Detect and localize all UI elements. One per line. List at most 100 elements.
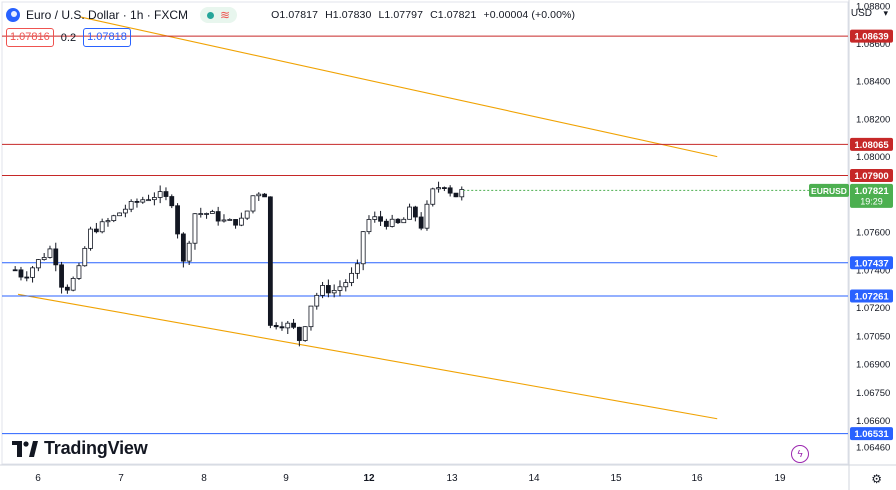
buy-button[interactable]: 1.07818 [83, 28, 131, 47]
candle [302, 326, 308, 342]
candle [76, 262, 82, 280]
candle [262, 193, 267, 198]
y-tick-label: 1.07400 [856, 265, 890, 276]
candle-body [441, 187, 447, 189]
candle-body [24, 276, 30, 279]
candle-body [453, 192, 459, 198]
candle-body [337, 286, 343, 291]
settings-gear-icon[interactable]: ⚙ [871, 472, 882, 486]
y-tick-label: 1.08000 [856, 152, 890, 163]
candle [24, 271, 30, 282]
symbol-header: Euro / U.S. Dollar · 1h · FXCM ≋ O1.0781… [6, 6, 579, 24]
candle [354, 259, 360, 279]
candle-body [273, 325, 279, 328]
candle-body [209, 211, 215, 214]
level-label: 1.06531 [854, 429, 889, 440]
candle [186, 240, 192, 266]
candle-body [320, 285, 325, 296]
chevron-down-icon[interactable]: ▾ [883, 8, 888, 18]
candle [279, 321, 285, 331]
candle [82, 246, 88, 267]
candle [128, 199, 134, 213]
candle [401, 217, 407, 224]
y-tick-label: 1.06460 [856, 443, 890, 454]
tradingview-mark-icon [12, 440, 38, 457]
level-label: 1.08639 [854, 32, 888, 43]
candle [146, 194, 151, 202]
channel-lines [17, 16, 718, 420]
market-status-pill[interactable]: ≋ [200, 7, 238, 23]
candle-body [59, 264, 64, 288]
candle-body [325, 285, 331, 294]
level-label-bg [850, 29, 893, 43]
candle-body [349, 272, 354, 283]
candle [238, 212, 244, 227]
candle [117, 212, 122, 217]
candle-body [378, 216, 383, 222]
candle-body [169, 196, 175, 207]
candle-body [128, 201, 134, 210]
candle-body [117, 212, 122, 217]
candle [418, 212, 424, 231]
candle [88, 226, 93, 251]
candle-body [343, 282, 349, 288]
y-tick-label: 1.07200 [856, 303, 890, 314]
candlesticks [12, 181, 465, 347]
candle-body [180, 233, 186, 262]
candle-body [146, 199, 151, 202]
candle-body [314, 294, 320, 307]
last-price-bg [850, 183, 893, 208]
candle [30, 265, 35, 283]
candle-body [360, 231, 366, 265]
candle [12, 266, 18, 272]
lightning-icon[interactable]: ϟ [791, 445, 809, 463]
symbol-title[interactable]: Euro / U.S. Dollar · 1h · FXCM [26, 8, 189, 22]
candle [412, 205, 418, 222]
symbol-tag-bg [809, 183, 849, 197]
currency-selector[interactable]: USD [850, 8, 872, 19]
candle [215, 206, 221, 226]
candle-body [41, 257, 47, 260]
candle [180, 232, 186, 268]
candle [441, 186, 447, 192]
candle-body [186, 242, 192, 262]
candle [175, 203, 180, 239]
candle-body [12, 269, 18, 272]
candle-body [204, 213, 209, 215]
candle [360, 231, 366, 271]
candle-body [157, 191, 163, 198]
candle [250, 195, 256, 214]
close-value: 1.07821 [437, 9, 477, 21]
candle-body [215, 211, 221, 222]
candle-body [140, 199, 146, 203]
candle-body [331, 290, 337, 294]
candle-body [18, 269, 24, 278]
candle-body [401, 218, 407, 224]
candle-body [47, 248, 53, 258]
x-tick-label: 6 [35, 473, 41, 484]
candle-body [111, 215, 117, 222]
candle [192, 213, 198, 250]
candle [140, 196, 146, 204]
level-label: 1.07437 [854, 258, 888, 269]
sell-button[interactable]: 1.07816 [6, 28, 54, 47]
level-label: 1.07900 [854, 171, 888, 182]
spread-value: 0.2 [60, 31, 77, 44]
y-tick-label: 1.06900 [856, 360, 890, 371]
green-dot-icon [207, 11, 215, 19]
candle-body [244, 210, 250, 219]
x-tick-label: 7 [118, 473, 124, 484]
x-tick-label: 19 [774, 473, 786, 484]
candle-body [418, 216, 424, 229]
plot-border [1, 1, 849, 465]
candle [459, 186, 465, 201]
candle-body [238, 217, 244, 226]
euro-flag-icon [6, 8, 20, 22]
candle-body [192, 213, 198, 244]
candle [273, 322, 279, 330]
candle [244, 210, 250, 221]
tradingview-logo[interactable]: TradingView [12, 438, 148, 459]
candle-body [93, 228, 99, 233]
candle-body [279, 326, 285, 329]
